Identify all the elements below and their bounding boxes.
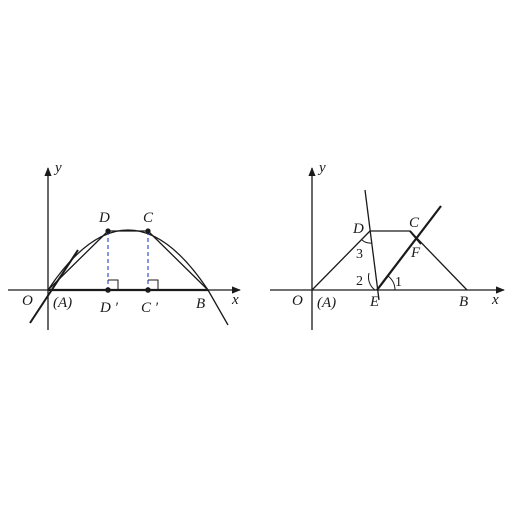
- left-right-angle-D: [108, 279, 119, 290]
- right-segment-OD: [311, 230, 371, 291]
- left-point-Cprime: [145, 287, 151, 293]
- right-angle-arc-3: [361, 239, 373, 244]
- left-label-C: C: [143, 210, 154, 226]
- right-segment-CF-bold: [409, 230, 422, 245]
- right-label-C: C: [409, 215, 420, 231]
- right-label-angle-3: 3: [356, 247, 363, 262]
- left-label-Cprime: C ′: [141, 300, 159, 316]
- right-label-E: E: [369, 294, 379, 310]
- left-point-D: [105, 228, 111, 234]
- right-bold-line-EF: [376, 205, 442, 291]
- left-label-B: B: [196, 296, 205, 312]
- left-label-A: (A): [53, 295, 72, 311]
- left-bold-line: [29, 249, 79, 324]
- left-point-Dprime: [105, 287, 111, 293]
- right-label-O: O: [292, 293, 303, 309]
- right-angle-arc-1: [387, 275, 396, 291]
- left-label-x: x: [231, 292, 239, 308]
- right-fold-line-DE: [364, 189, 380, 301]
- right-label-D: D: [352, 221, 364, 237]
- left-label-Dprime: D ′: [99, 300, 119, 316]
- right-label-x: x: [491, 292, 499, 308]
- left-label-O: O: [22, 293, 33, 309]
- right-label-y: y: [317, 160, 326, 176]
- left-label-D: D: [98, 210, 110, 226]
- left-point-C: [145, 228, 151, 234]
- left-segment-CB: [147, 230, 209, 291]
- right-label-angle-1: 1: [395, 275, 402, 290]
- left-right-angle-C: [148, 279, 159, 290]
- right-label-F: F: [410, 245, 421, 261]
- right-label-angle-2: 2: [356, 274, 363, 289]
- left-segment-OD: [47, 230, 109, 291]
- left-label-y: y: [53, 160, 62, 176]
- right-label-B: B: [459, 294, 468, 310]
- right-label-A: (A): [317, 295, 336, 311]
- right-figure: y x O (A) D C F E B 1 2 3: [270, 160, 505, 330]
- right-angle-arc-2: [367, 272, 376, 291]
- left-figure: y x O (A) D C D ′ C ′ B: [8, 160, 241, 330]
